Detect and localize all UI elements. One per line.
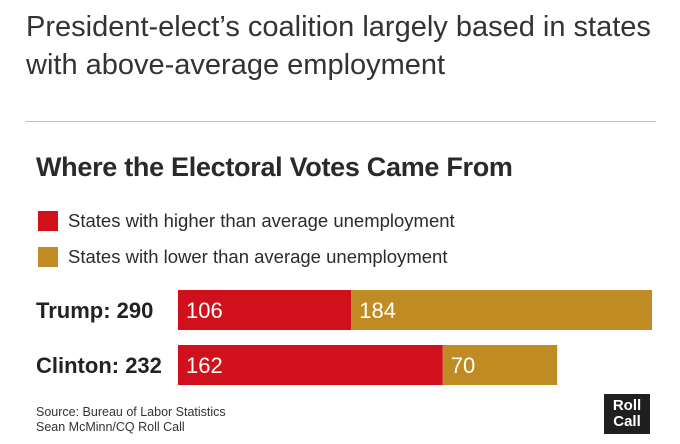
legend-item-lower-unemployment: States with lower than average unemploym… bbox=[38, 239, 455, 275]
chart-title: Where the Electoral Votes Came From bbox=[36, 152, 513, 182]
source-line: Source: Bureau of Labor Statistics bbox=[36, 405, 226, 419]
bar-value-clinton-lower-unemployment: 70 bbox=[451, 353, 475, 378]
roll-call-logo: Roll Call bbox=[604, 394, 650, 434]
bar-clinton-lower-unemployment bbox=[442, 345, 558, 385]
legend-label-higher-unemployment: States with higher than average unemploy… bbox=[68, 210, 455, 231]
row-label-trump: Trump: 290 bbox=[36, 298, 153, 323]
bar-value-trump-lower-unemployment: 184 bbox=[359, 298, 396, 323]
legend-swatch-higher-unemployment bbox=[38, 211, 58, 231]
bar-trump-lower-unemployment bbox=[351, 290, 652, 330]
logo-text-call: Call bbox=[613, 413, 641, 430]
row-label-clinton: Clinton: 232 bbox=[36, 353, 162, 378]
bar-trump-higher-unemployment bbox=[178, 290, 352, 330]
source-note: Source: Bureau of Labor Statistics Sean … bbox=[36, 405, 226, 435]
legend: States with higher than average unemploy… bbox=[38, 203, 455, 275]
bar-value-clinton-higher-unemployment: 162 bbox=[186, 353, 223, 378]
legend-swatch-lower-unemployment bbox=[38, 247, 58, 267]
legend-item-higher-unemployment: States with higher than average unemploy… bbox=[38, 203, 455, 239]
bar-clinton-higher-unemployment bbox=[178, 345, 443, 385]
divider bbox=[26, 121, 656, 122]
bar-value-trump-higher-unemployment: 106 bbox=[186, 298, 223, 323]
logo-text-roll: Roll bbox=[612, 397, 642, 414]
legend-label-lower-unemployment: States with lower than average unemploym… bbox=[68, 246, 448, 267]
credit-line: Sean McMinn/CQ Roll Call bbox=[36, 420, 185, 434]
headline: President-elect’s coalition largely base… bbox=[26, 11, 651, 81]
